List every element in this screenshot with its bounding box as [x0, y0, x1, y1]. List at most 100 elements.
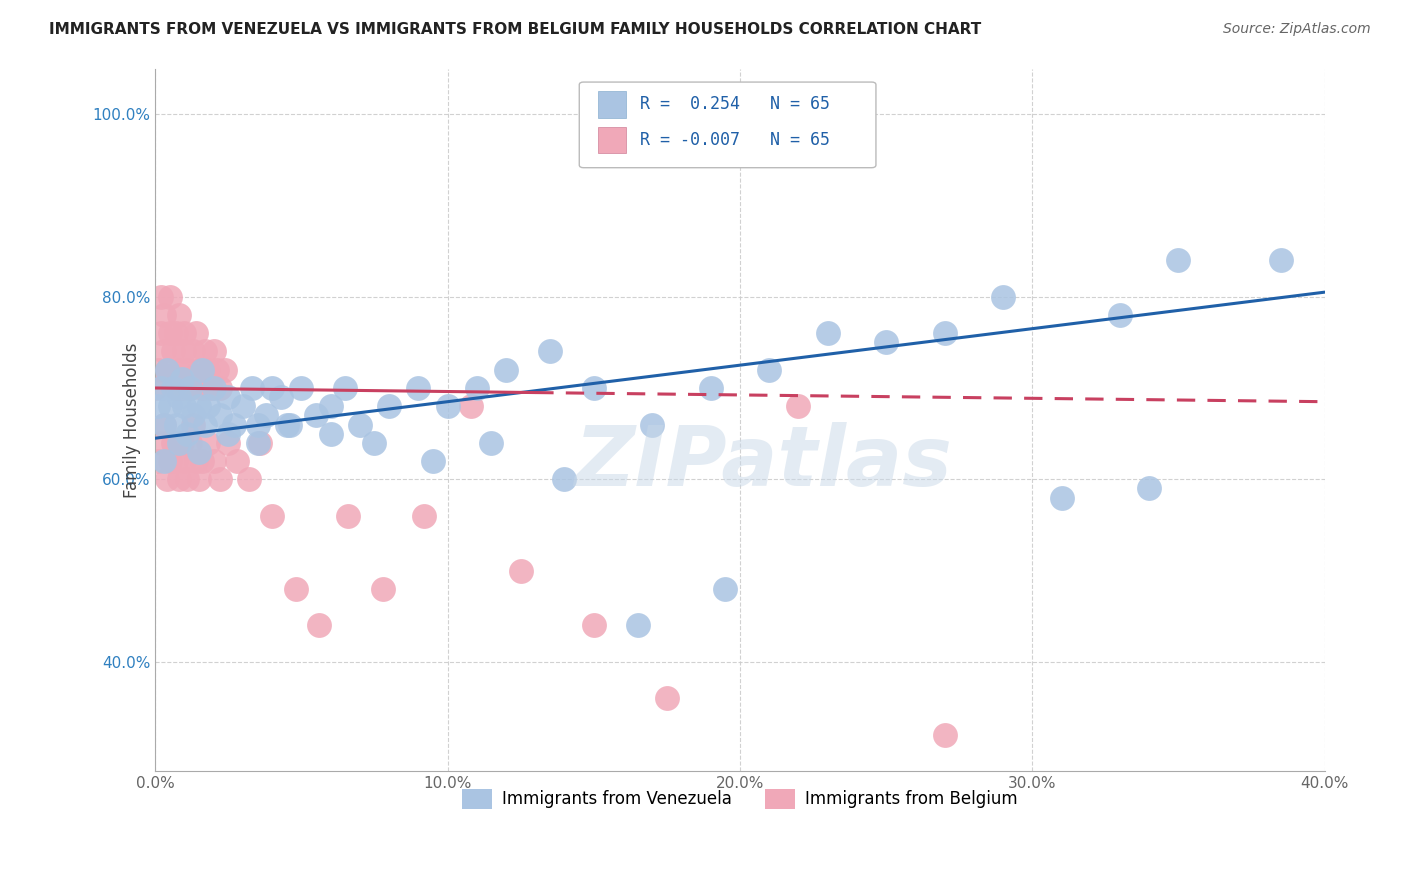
Text: ZIPatlas: ZIPatlas — [575, 422, 952, 502]
Point — [153, 344, 176, 359]
Point — [197, 435, 219, 450]
Point — [481, 435, 503, 450]
Point — [378, 399, 401, 413]
Point — [173, 454, 195, 468]
Point — [200, 381, 222, 395]
Point — [254, 409, 277, 423]
Point — [208, 381, 231, 395]
Point — [194, 344, 217, 359]
Text: R = -0.007   N = 65: R = -0.007 N = 65 — [640, 131, 830, 149]
Point — [224, 417, 246, 432]
Point — [422, 454, 444, 468]
Point — [758, 363, 780, 377]
Point — [991, 290, 1014, 304]
Point — [1109, 308, 1132, 322]
Point — [188, 472, 211, 486]
Point — [278, 417, 301, 432]
Point — [170, 435, 193, 450]
Point — [167, 390, 190, 404]
Point — [150, 381, 173, 395]
Point — [582, 381, 605, 395]
Point — [319, 399, 342, 413]
Point — [246, 435, 269, 450]
Y-axis label: Family Households: Family Households — [124, 343, 141, 498]
Point — [176, 363, 198, 377]
Point — [197, 399, 219, 413]
Point — [626, 618, 648, 632]
Point — [184, 454, 207, 468]
Point — [934, 326, 956, 341]
Point — [232, 399, 254, 413]
Point — [191, 454, 214, 468]
Point — [655, 691, 678, 706]
Point — [408, 381, 430, 395]
Point — [188, 363, 211, 377]
Point — [150, 435, 173, 450]
Point — [165, 381, 187, 395]
Point — [714, 582, 737, 596]
Point — [153, 454, 176, 468]
Point — [1137, 482, 1160, 496]
Point — [167, 308, 190, 322]
Point — [262, 508, 284, 523]
Point — [159, 454, 181, 468]
Point — [156, 472, 179, 486]
Point — [156, 363, 179, 377]
Point — [179, 381, 201, 395]
Point — [495, 363, 517, 377]
Point — [436, 399, 458, 413]
Point — [349, 417, 371, 432]
Point — [181, 344, 204, 359]
Point — [335, 381, 357, 395]
Point — [153, 417, 176, 432]
Point — [150, 290, 173, 304]
Point — [167, 435, 190, 450]
Point — [150, 326, 173, 341]
Point — [553, 472, 575, 486]
Point — [217, 435, 239, 450]
Point — [173, 399, 195, 413]
Text: Source: ZipAtlas.com: Source: ZipAtlas.com — [1223, 22, 1371, 37]
Point — [308, 618, 330, 632]
Point — [202, 344, 225, 359]
Point — [373, 582, 395, 596]
Point — [214, 363, 236, 377]
Point — [276, 417, 298, 432]
Point — [170, 372, 193, 386]
Point — [165, 417, 187, 432]
Point — [582, 618, 605, 632]
Point — [176, 472, 198, 486]
Point — [146, 399, 169, 413]
Point — [208, 472, 231, 486]
Point — [179, 435, 201, 450]
Point — [1167, 253, 1189, 268]
Point — [205, 363, 228, 377]
Point — [413, 508, 436, 523]
Point — [509, 564, 531, 578]
Point — [176, 426, 198, 441]
Point — [188, 399, 211, 413]
Point — [238, 472, 260, 486]
Point — [699, 381, 721, 395]
Point — [875, 335, 897, 350]
Point — [165, 326, 187, 341]
Point — [217, 390, 239, 404]
Point — [787, 399, 810, 413]
Point — [194, 417, 217, 432]
Point — [143, 381, 166, 395]
Point — [240, 381, 263, 395]
Point — [159, 326, 181, 341]
Point — [934, 728, 956, 742]
Point — [146, 363, 169, 377]
Point — [170, 381, 193, 395]
Point — [284, 582, 307, 596]
Point — [226, 454, 249, 468]
Point — [162, 381, 184, 395]
Point — [162, 435, 184, 450]
Point — [538, 344, 561, 359]
Point — [290, 381, 312, 395]
Point — [181, 409, 204, 423]
Point — [202, 454, 225, 468]
Legend: Immigrants from Venezuela, Immigrants from Belgium: Immigrants from Venezuela, Immigrants fr… — [456, 782, 1025, 816]
Point — [184, 326, 207, 341]
